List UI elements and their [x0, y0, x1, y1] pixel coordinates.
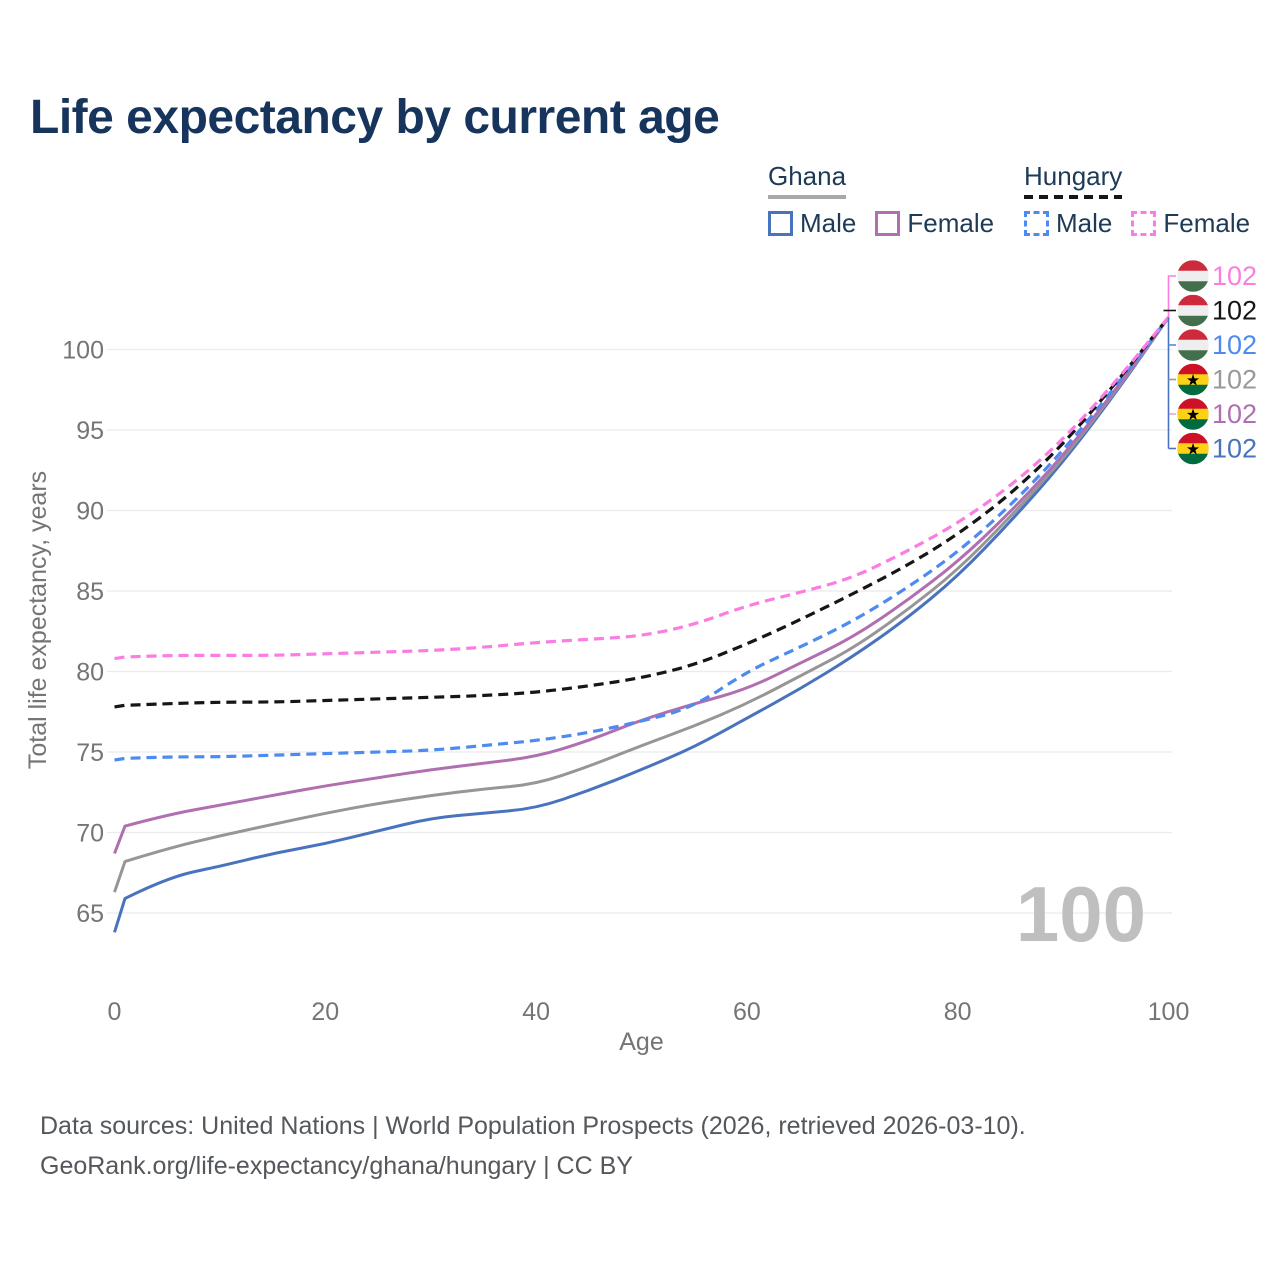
- end-value-label: 102: [1212, 365, 1257, 395]
- ghana-flag-icon: ★: [1177, 432, 1209, 465]
- legend-country-hungary-label: Hungary: [1024, 161, 1123, 191]
- legend-group-hungary: Hungary Male Female: [1024, 161, 1250, 239]
- x-tick-label: 60: [733, 998, 761, 1026]
- ghana-female-swatch-icon: [875, 211, 901, 236]
- life-expectancy-chart[interactable]: 100 65 70 75 80 85 90 95 100 0 20 40 60 80 100 Age Total…: [0, 0, 1280, 1080]
- x-tick-label: 100: [1148, 998, 1190, 1026]
- x-tick-label: 80: [944, 998, 972, 1026]
- end-value-label: 102: [1212, 296, 1257, 326]
- end-value-label: 102: [1212, 330, 1257, 360]
- legend-item-ghana-male[interactable]: Male: [768, 208, 856, 239]
- y-axis-title: Total life expectancy, years: [24, 471, 52, 769]
- ghana-flag-icon: ★: [1177, 363, 1209, 396]
- hungary-male-swatch-icon: [1024, 211, 1049, 236]
- hungary-flag-icon: [1177, 260, 1209, 292]
- legend-country-ghana-label: Ghana: [768, 161, 847, 191]
- x-tick-label: 0: [108, 998, 122, 1026]
- end-value-label: 102: [1212, 399, 1257, 429]
- ghana-male-swatch-icon: [768, 211, 793, 236]
- line-hungary-both-sexes[interactable]: [114, 316, 1170, 709]
- end-value-label: 102: [1212, 261, 1257, 291]
- legend-item-hungary-female[interactable]: Female: [1131, 208, 1250, 239]
- ghana-star-icon: ★: [1186, 442, 1200, 459]
- attribution: Data sources: United Nations | World Pop…: [40, 1106, 1026, 1186]
- line-hungary-female[interactable]: [114, 316, 1170, 661]
- legend-country-hungary[interactable]: Hungary: [1024, 161, 1123, 199]
- y-tick-label: 75: [76, 739, 104, 767]
- hungary-female-swatch-icon: [1131, 211, 1157, 236]
- end-value-label: 102: [1212, 434, 1257, 464]
- legend-item-label: Female: [907, 208, 995, 238]
- y-tick-label: 100: [62, 337, 104, 365]
- y-tick-label: 95: [76, 417, 104, 445]
- legend-country-ghana[interactable]: Ghana: [768, 161, 847, 199]
- ghana-flag-icon: ★: [1177, 398, 1209, 430]
- leader-line: [1167, 275, 1176, 318]
- ghana-star-icon: ★: [1186, 373, 1200, 390]
- ghana-star-icon: ★: [1186, 407, 1200, 424]
- source-url-line: GeoRank.org/life-expectancy/ghana/hungar…: [40, 1152, 633, 1180]
- age-watermark: 100: [1016, 870, 1146, 958]
- y-tick-label: 80: [76, 659, 104, 687]
- x-tick-label: 20: [311, 998, 339, 1026]
- hungary-flag-icon: [1177, 329, 1209, 361]
- hungary-flag-icon: [1177, 294, 1209, 327]
- x-tick-label: 40: [522, 998, 550, 1026]
- page-title: Life expectancy by current age: [30, 91, 720, 144]
- y-tick-label: 90: [76, 498, 104, 526]
- legend-item-label: Female: [1163, 208, 1251, 238]
- y-tick-label: 70: [76, 820, 104, 848]
- line-ghana-both-sexes[interactable]: [113, 316, 1170, 893]
- legend-group-ghana: Ghana Male Female: [768, 161, 994, 239]
- line-hungary-male[interactable]: [114, 316, 1170, 762]
- y-tick-label: 85: [76, 578, 104, 606]
- data-source-line: Data sources: United Nations | World Pop…: [40, 1112, 1026, 1140]
- legend-item-ghana-female[interactable]: Female: [875, 208, 994, 239]
- x-axis-title: Age: [619, 1028, 663, 1056]
- legend-item-hungary-male[interactable]: Male: [1024, 208, 1112, 239]
- legend-item-label: Male: [800, 208, 857, 238]
- ghana-line-style-swatch: [768, 195, 847, 199]
- legend-item-label: Male: [1056, 208, 1113, 238]
- hungary-line-style-swatch: [1024, 195, 1123, 199]
- y-tick-label: 65: [76, 900, 104, 928]
- line-ghana-male[interactable]: [113, 316, 1170, 933]
- line-ghana-female[interactable]: [113, 316, 1170, 854]
